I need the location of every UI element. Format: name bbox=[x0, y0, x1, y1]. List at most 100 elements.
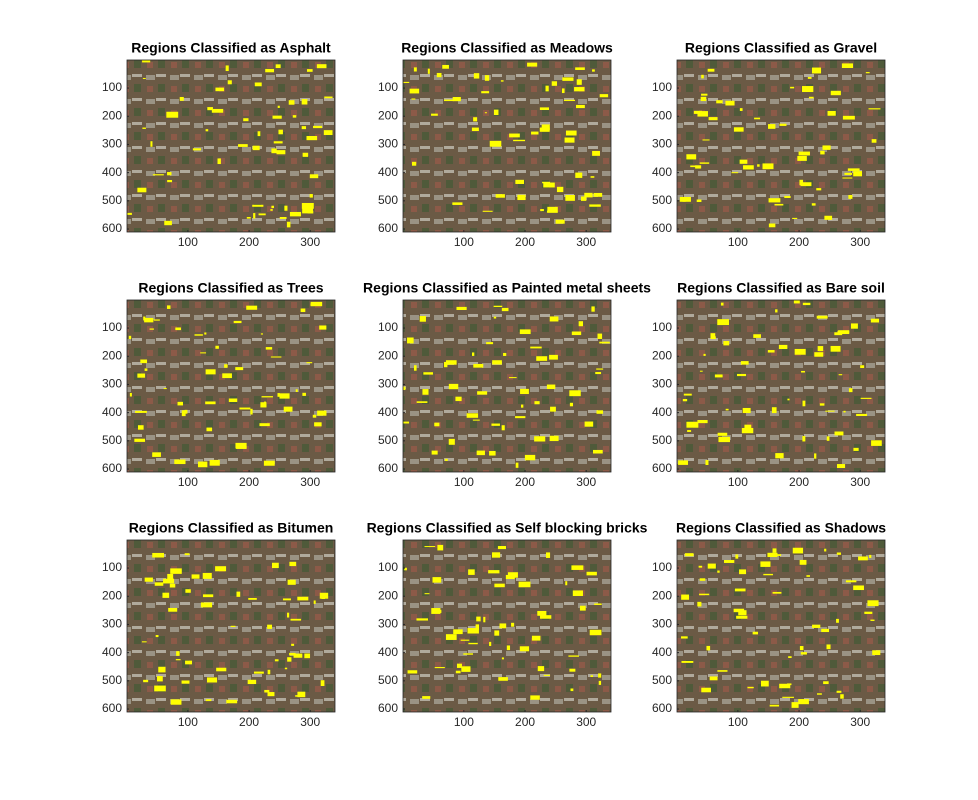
image bbox=[677, 300, 885, 472]
y-tick-label: 300 bbox=[378, 137, 398, 151]
classified-region bbox=[467, 628, 479, 634]
classified-region bbox=[515, 179, 525, 184]
classified-region bbox=[808, 96, 814, 99]
classified-region bbox=[768, 198, 781, 203]
classified-region bbox=[699, 162, 710, 164]
y-tick-label: 100 bbox=[102, 80, 122, 94]
classified-region bbox=[224, 364, 228, 368]
y-tick-label: 400 bbox=[102, 405, 122, 419]
classified-region bbox=[825, 410, 835, 412]
classified-region bbox=[482, 210, 493, 212]
classified-region bbox=[304, 653, 311, 659]
classified-region bbox=[314, 422, 322, 427]
classified-region bbox=[253, 671, 264, 674]
classified-region bbox=[432, 577, 442, 583]
classified-region bbox=[205, 369, 216, 375]
y-tick-label: 400 bbox=[102, 165, 122, 179]
classified-region bbox=[549, 354, 558, 360]
classified-region bbox=[437, 544, 444, 551]
classified-region bbox=[260, 402, 267, 408]
classified-region bbox=[271, 562, 279, 569]
classified-region bbox=[717, 570, 720, 573]
classified-region bbox=[498, 677, 508, 681]
classified-region bbox=[572, 590, 583, 596]
x-tick-label: 200 bbox=[789, 715, 809, 729]
classified-region bbox=[679, 196, 691, 202]
x-tick-label: 100 bbox=[454, 715, 474, 729]
classified-region bbox=[868, 108, 881, 110]
classified-region bbox=[222, 373, 232, 379]
y-tick-label: 100 bbox=[102, 320, 122, 334]
classified-region bbox=[800, 652, 807, 655]
classified-region bbox=[680, 636, 688, 639]
classified-region bbox=[699, 593, 710, 596]
classified-region bbox=[824, 548, 827, 552]
classified-region bbox=[547, 206, 558, 213]
classified-region bbox=[317, 410, 327, 416]
classified-region bbox=[489, 450, 496, 456]
image bbox=[127, 60, 335, 232]
classified-region bbox=[152, 452, 161, 457]
classified-region bbox=[291, 643, 295, 646]
classified-region bbox=[486, 342, 494, 345]
classified-region bbox=[295, 389, 298, 392]
classified-region bbox=[738, 610, 747, 616]
x-tick-label: 100 bbox=[454, 475, 474, 489]
subplot: Regions Classified as Shadows 100 200 300 10… bbox=[652, 520, 886, 729]
classified-region bbox=[520, 404, 524, 408]
x-tick-label: 200 bbox=[239, 715, 259, 729]
classified-region bbox=[739, 569, 747, 575]
classified-region bbox=[571, 565, 584, 570]
classified-region bbox=[698, 565, 703, 568]
classified-region bbox=[263, 460, 275, 466]
classified-region bbox=[791, 702, 799, 708]
classified-region bbox=[819, 403, 825, 406]
classified-region bbox=[814, 352, 824, 357]
y-tick-label: 300 bbox=[378, 617, 398, 631]
classified-region bbox=[575, 67, 585, 70]
y-tick-label: 600 bbox=[652, 461, 672, 475]
classified-region bbox=[774, 554, 782, 556]
classified-region bbox=[217, 158, 221, 165]
classified-region bbox=[475, 624, 480, 630]
classified-region bbox=[575, 104, 585, 109]
classified-region bbox=[127, 212, 132, 215]
classified-region bbox=[534, 401, 540, 405]
y-tick-label: 500 bbox=[652, 193, 672, 207]
classified-region bbox=[792, 547, 804, 554]
classified-region bbox=[590, 176, 595, 178]
classified-region bbox=[168, 607, 178, 612]
classified-region bbox=[717, 319, 729, 326]
classified-region bbox=[228, 398, 238, 402]
classified-region bbox=[772, 548, 777, 553]
subplot: Regions Classified as Asphalt 100 200 300 10… bbox=[102, 40, 336, 249]
classified-region bbox=[422, 389, 429, 395]
x-tick-label: 100 bbox=[178, 715, 198, 729]
classified-region bbox=[403, 421, 410, 424]
subplot-title: Regions Classified as Painted metal shee… bbox=[363, 280, 651, 296]
classified-region bbox=[181, 680, 190, 684]
y-tick-label: 200 bbox=[652, 348, 672, 362]
classified-region bbox=[279, 216, 287, 219]
classified-region bbox=[860, 365, 865, 369]
classified-region bbox=[267, 624, 273, 629]
classified-region bbox=[869, 554, 872, 558]
classified-region bbox=[259, 423, 270, 427]
classified-region bbox=[709, 676, 718, 681]
subplot-title: Regions Classified as Trees bbox=[138, 280, 323, 296]
classified-region bbox=[494, 583, 505, 588]
classified-region bbox=[769, 704, 780, 707]
classified-region bbox=[301, 99, 308, 105]
classified-region bbox=[300, 308, 306, 313]
classified-region bbox=[142, 60, 151, 63]
classified-region bbox=[867, 600, 879, 607]
classified-region bbox=[302, 392, 306, 396]
classified-region bbox=[840, 694, 844, 699]
classified-region bbox=[472, 419, 480, 421]
classified-region bbox=[695, 165, 702, 169]
classified-region bbox=[253, 213, 256, 219]
classified-region bbox=[254, 82, 262, 87]
classified-region bbox=[740, 361, 749, 365]
classified-region bbox=[767, 552, 778, 558]
classified-region bbox=[287, 579, 296, 585]
